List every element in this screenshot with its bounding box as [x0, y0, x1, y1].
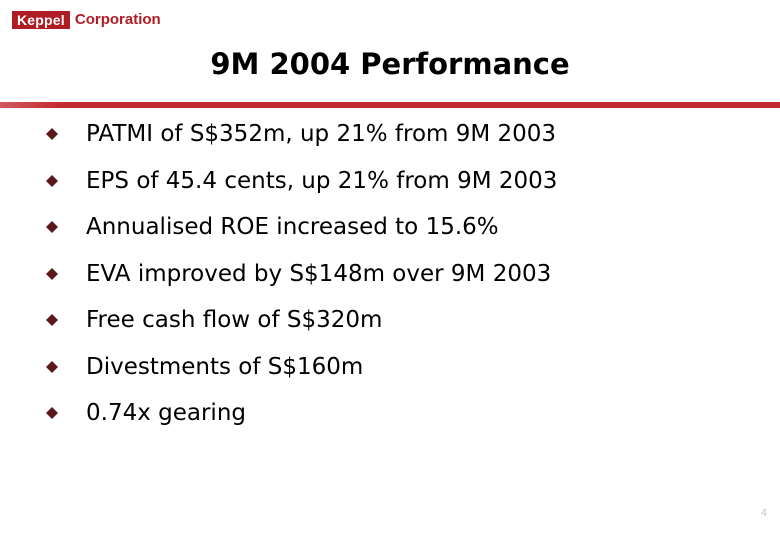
bullet-text: Free cash flow of S$320m — [86, 307, 383, 334]
title-divider — [0, 102, 780, 108]
bullet-text: EVA improved by S$148m over 9M 2003 — [86, 260, 552, 287]
slide-title: 9M 2004 Performance — [210, 47, 570, 81]
bullet-item: Annualised ROE increased to 15.6% — [40, 204, 557, 251]
diamond-icon — [46, 267, 58, 280]
bullet-item: EPS of 45.4 cents, up 21% from 9M 2003 — [40, 158, 557, 205]
diamond-icon — [46, 407, 58, 420]
diamond-icon — [46, 128, 58, 141]
diamond-icon — [46, 174, 58, 187]
bullet-item: EVA improved by S$148m over 9M 2003 — [40, 251, 557, 298]
page-number: 4 — [760, 507, 767, 519]
logo-brand: Keppel — [12, 11, 70, 29]
bullet-item: PATMI of S$352m, up 21% from 9M 2003 — [40, 111, 557, 158]
diamond-icon — [46, 360, 58, 373]
diamond-icon — [46, 221, 58, 234]
bullet-text: Annualised ROE increased to 15.6% — [86, 214, 499, 241]
bullet-item: Divestments of S$160m — [40, 344, 557, 391]
bullet-list: PATMI of S$352m, up 21% from 9M 2003 EPS… — [40, 111, 557, 437]
bullet-text: PATMI of S$352m, up 21% from 9M 2003 — [86, 121, 557, 148]
bullet-text: 0.74x gearing — [86, 400, 247, 427]
keppel-corporation-logo: Keppel Corporation — [12, 10, 161, 30]
bullet-item: 0.74x gearing — [40, 390, 557, 437]
logo-suffix: Corporation — [74, 11, 161, 28]
bullet-text: EPS of 45.4 cents, up 21% from 9M 2003 — [86, 167, 558, 194]
diamond-icon — [46, 314, 58, 327]
bullet-item: Free cash flow of S$320m — [40, 297, 557, 344]
bullet-text: Divestments of S$160m — [86, 353, 364, 380]
